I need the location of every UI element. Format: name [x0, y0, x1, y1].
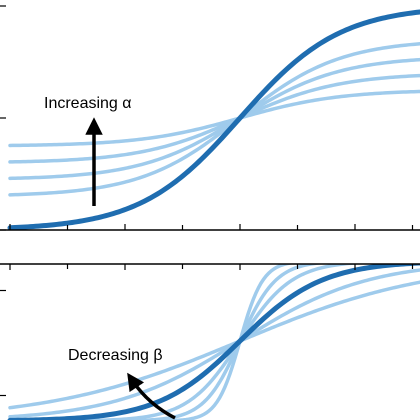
- top-series-line-1: [8, 73, 420, 164]
- top-series-line-3: [8, 42, 420, 197]
- top-annotation-label: Increasing α: [44, 95, 132, 112]
- top-series-line-0: [8, 89, 420, 148]
- bottom-series-line-1: [8, 264, 328, 420]
- bottom-series-line-2: [8, 264, 367, 420]
- bottom-series-line-0: [8, 264, 296, 420]
- bottom-decreasing-beta-arrow: [127, 372, 176, 420]
- top-curves: [7, 9, 420, 230]
- bottom-series-line-3: [8, 268, 420, 419]
- bottom-curves: [7, 264, 420, 420]
- top-axes: [0, 5, 420, 231]
- bottom-axes: [0, 263, 420, 397]
- bottom-panel: Decreasing β: [0, 263, 420, 420]
- top-panel: Increasing α: [0, 5, 420, 231]
- bottom-series-line-4: [8, 280, 420, 410]
- top-series-line-2: [8, 57, 420, 181]
- top-series-line-4: [7, 9, 420, 230]
- bottom-annotation-label: Decreasing β: [68, 347, 163, 364]
- bottom-series-line-5: [7, 264, 420, 420]
